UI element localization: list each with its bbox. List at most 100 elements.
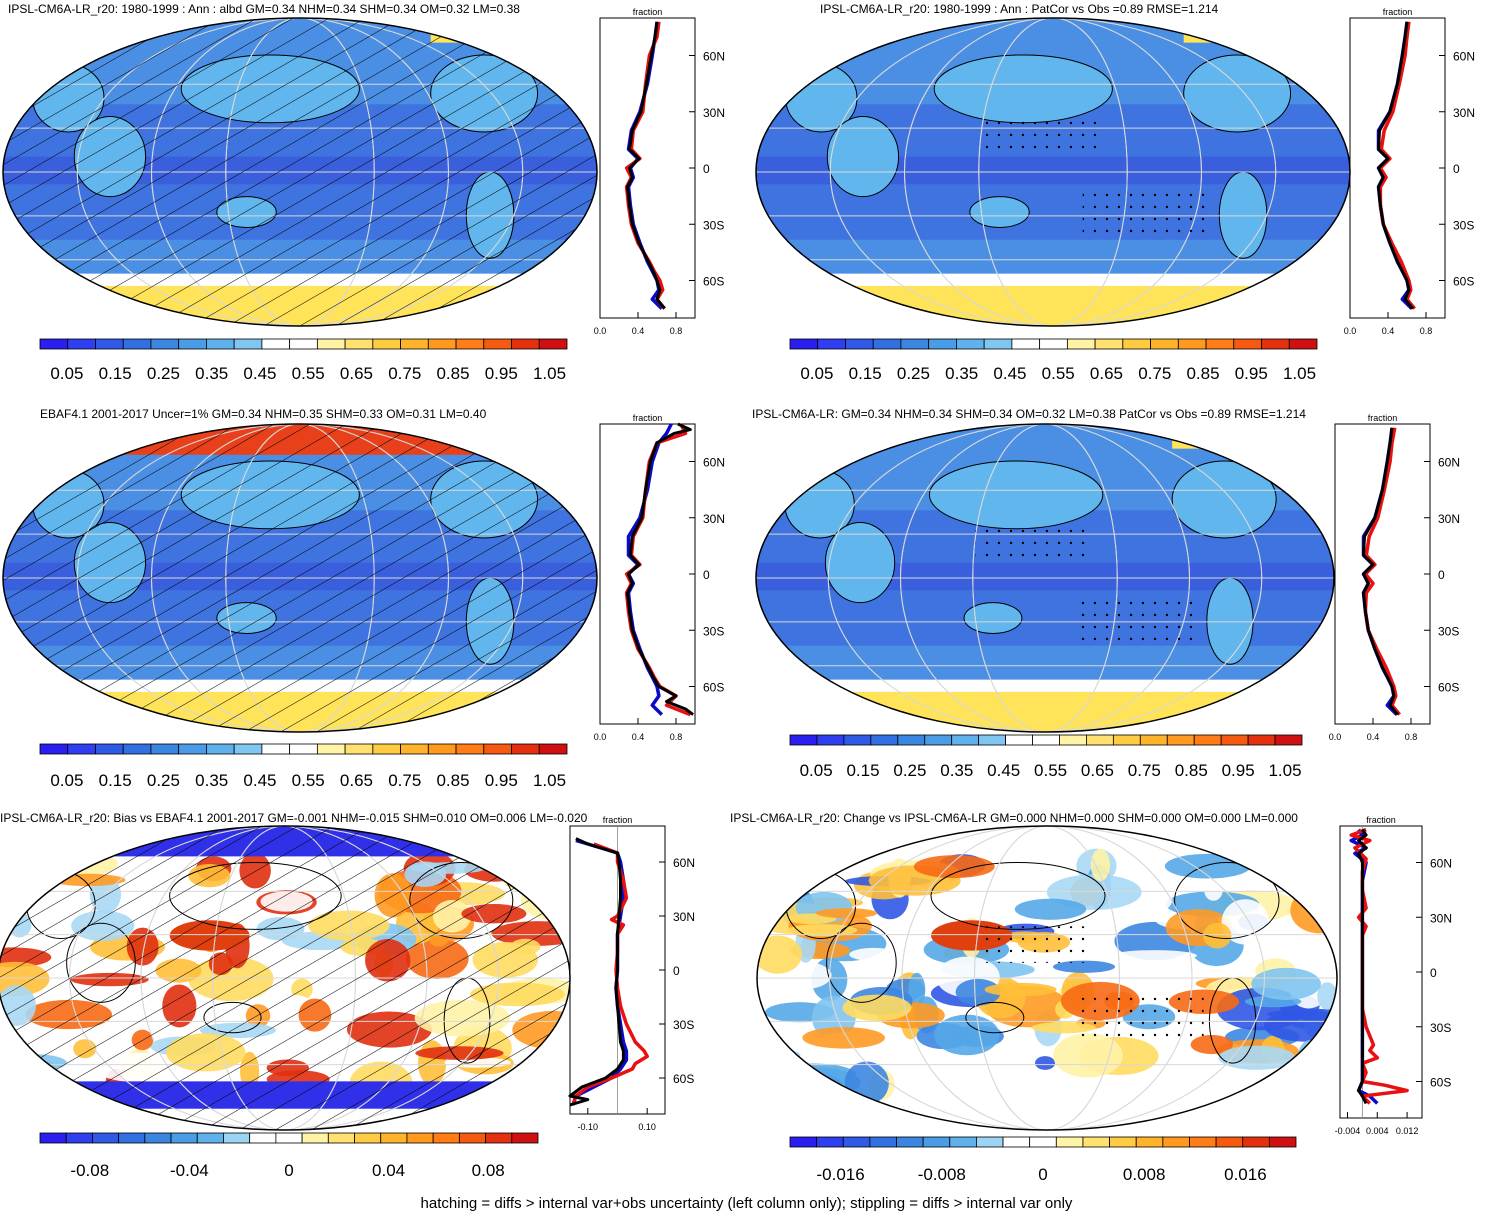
colorbar-swatch [1011,338,1041,350]
colorbar-swatch [372,743,401,755]
profile-frame [1339,825,1423,1119]
colorbar-swatch [1066,338,1096,350]
profile-xtick-label: 0.4 [1382,326,1395,336]
anomaly-blob [934,1014,1000,1056]
colorbar-2: 0.05 0.15 0.25 0.35 0.45 0.55 0.65 0.75 0.85 0.95… [789,338,1318,383]
colorbar-swatch [511,338,540,350]
colorbar-swatch [816,734,845,746]
zonal-profile-4: fraction 60N 30N 0 30S 60S 0.0 0.4 0.8 [1329,413,1460,742]
map-field [756,18,1350,326]
colorbar-swatch [95,743,124,755]
anomaly-blob [844,1061,889,1105]
colorbar-swatch [976,1136,1004,1148]
colorbar-label: 0.45 [243,364,276,383]
anomaly-blob [757,1051,792,1072]
profile-xtick-label: 0.8 [1405,732,1418,742]
colorbar-swatch [316,743,346,755]
colorbar-label: 0.95 [485,771,518,790]
colorbar-swatch [1177,338,1207,350]
colorbar-swatch [233,338,263,350]
anomaly-blob [1090,848,1111,882]
colorbar-swatch [67,338,96,350]
colorbar-swatch [1005,734,1033,746]
colorbar-label: 0.05 [50,771,83,790]
map-field [756,424,1334,732]
profile-xtick-label: 0.0 [594,732,607,742]
footer-note: hatching = diffs > internal var+obs unce… [420,1195,1073,1212]
anomaly-blob [802,1027,885,1049]
profile-ytick-label: 60N [673,856,695,870]
colorbar-swatch [1139,734,1168,746]
colorbar-swatch [1274,734,1303,746]
colorbar-label: 0 [284,1161,293,1180]
anomaly-blob [955,978,1001,1006]
colorbar-swatch [432,1132,460,1144]
stippling-overlay [977,926,1094,963]
longitude-line [900,424,1190,732]
colorbar-label: 1.05 [533,364,566,383]
longitude-line [972,424,1118,732]
panel-title: IPSL-CM6A-LR_r20: 1980-1999 : Ann : albd… [8,2,520,16]
continent-3 [933,54,1113,124]
profile-ytick-label: 0 [1438,568,1445,582]
profile-title: fraction [603,815,633,825]
colorbar-swatch [789,1136,818,1148]
profile-ytick-label: 30S [1453,218,1474,232]
colorbar-swatch [39,338,69,350]
colorbar-label: 0.05 [800,761,833,780]
colorbar-swatch [427,338,457,350]
profile-xtick-label: 0.004 [1366,1126,1389,1136]
zonal-profile-5: fraction 60N 30N 0 30S 60S -0.10 0.10 [568,815,695,1132]
colorbar-label: -0.08 [70,1161,109,1180]
panel-title: IPSL-CM6A-LR_r20: Bias vs EBAF4.1 2001-2… [0,811,588,825]
profile-ytick-label: 30N [703,106,725,120]
colorbar-swatch [845,338,874,350]
colorbar-label: 0.45 [987,761,1020,780]
map-border [756,825,1338,1131]
longitude-line [901,826,1193,1130]
colorbar-swatch [344,338,374,350]
profile-ytick-label: 60S [703,275,724,289]
colorbar-swatch [511,1132,539,1144]
colorbar-swatch [372,338,401,350]
map-border [2,423,598,733]
colorbar-label: 0.65 [1090,364,1123,383]
anomaly-blob [1204,879,1223,901]
colorbar-swatch [261,338,291,350]
colorbar-swatch [354,1132,382,1144]
map-panel-2 [755,17,1351,327]
colorbar-label: 0.55 [292,771,325,790]
colorbar-swatch [870,734,899,746]
profile-ytick-label: 60N [703,456,725,470]
continent-2 [826,116,900,198]
colorbar-label: 0.05 [800,364,833,383]
colorbar-swatch [842,1136,871,1148]
colorbar-label: 0.45 [993,364,1026,383]
map-panel-3 [2,423,598,733]
colorbar-label: 0.85 [1186,364,1219,383]
colorbar-label: 1.05 [1268,761,1301,780]
longitude-line [904,18,1202,326]
profile-ytick-label: 60S [1438,681,1459,695]
colorbar-swatch [206,743,235,755]
map-border [2,17,598,327]
profile-ytick-label: 30N [673,910,695,924]
profile-line-ens [626,21,666,310]
colorbar-swatch [511,743,540,755]
colorbar-label: 0.04 [372,1161,405,1180]
colorbar-label: 0.75 [388,771,421,790]
colorbar-label: 0.85 [1175,761,1208,780]
longitude-line [827,424,1263,732]
colorbar-swatch [427,743,457,755]
colorbar-swatch [122,743,152,755]
colorbar-swatch [1135,1136,1164,1148]
anomaly-blob [816,908,878,919]
stippling-overlay [981,119,1101,157]
field-greenland [1183,18,1279,43]
colorbar-swatch [233,743,263,755]
profile-xtick-label: 0.4 [632,326,645,336]
colorbar-label: 0.65 [340,364,373,383]
profile-xtick-label: 0.0 [594,326,607,336]
profile-ytick-label: 60N [703,50,725,64]
colorbar-swatch [1082,1136,1110,1148]
